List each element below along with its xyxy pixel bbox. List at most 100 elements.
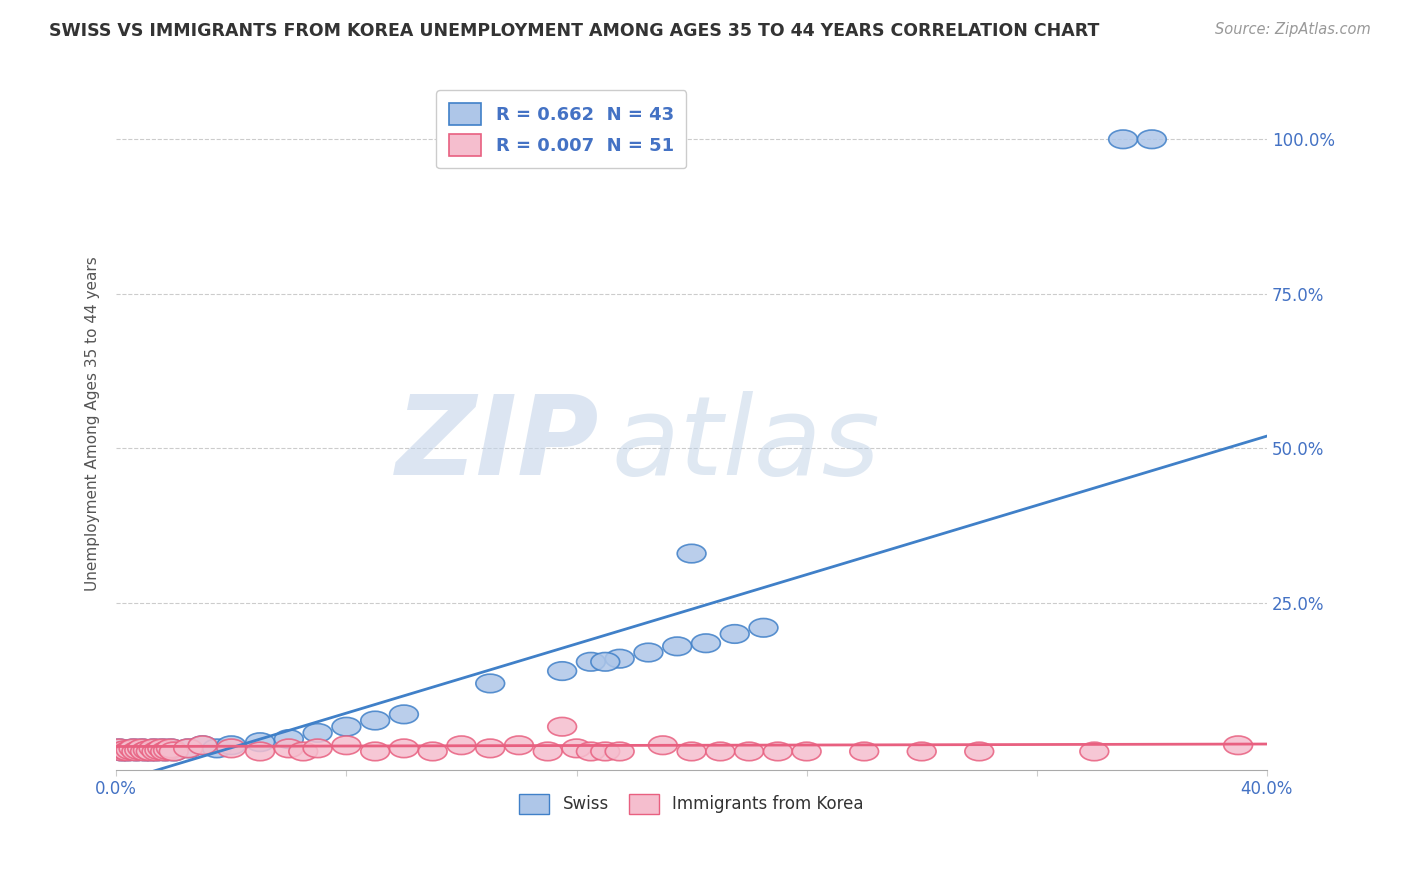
Ellipse shape [304, 723, 332, 742]
Ellipse shape [150, 742, 180, 761]
Ellipse shape [692, 634, 720, 653]
Ellipse shape [156, 739, 186, 757]
Ellipse shape [332, 717, 361, 736]
Ellipse shape [678, 742, 706, 761]
Ellipse shape [662, 637, 692, 656]
Ellipse shape [576, 653, 606, 671]
Ellipse shape [217, 739, 246, 757]
Ellipse shape [274, 730, 304, 748]
Ellipse shape [1223, 736, 1253, 755]
Ellipse shape [142, 742, 172, 761]
Ellipse shape [105, 739, 134, 757]
Ellipse shape [562, 739, 591, 757]
Ellipse shape [606, 742, 634, 761]
Ellipse shape [548, 662, 576, 681]
Ellipse shape [125, 741, 153, 759]
Text: atlas: atlas [612, 391, 880, 498]
Ellipse shape [1080, 742, 1109, 761]
Ellipse shape [128, 739, 156, 757]
Ellipse shape [720, 624, 749, 643]
Ellipse shape [108, 742, 136, 761]
Ellipse shape [361, 742, 389, 761]
Ellipse shape [111, 741, 139, 759]
Ellipse shape [606, 649, 634, 668]
Ellipse shape [419, 742, 447, 761]
Text: ZIP: ZIP [396, 391, 599, 498]
Ellipse shape [1109, 130, 1137, 149]
Ellipse shape [128, 739, 156, 757]
Ellipse shape [136, 742, 165, 761]
Ellipse shape [763, 742, 792, 761]
Ellipse shape [288, 742, 318, 761]
Ellipse shape [1137, 130, 1166, 149]
Ellipse shape [174, 739, 202, 757]
Ellipse shape [591, 653, 620, 671]
Ellipse shape [114, 742, 142, 761]
Ellipse shape [150, 742, 180, 761]
Ellipse shape [148, 739, 177, 757]
Ellipse shape [145, 741, 174, 759]
Ellipse shape [120, 739, 148, 757]
Ellipse shape [217, 736, 246, 755]
Ellipse shape [475, 674, 505, 693]
Ellipse shape [505, 736, 533, 755]
Ellipse shape [131, 742, 159, 761]
Ellipse shape [389, 739, 419, 757]
Ellipse shape [188, 736, 217, 755]
Ellipse shape [139, 739, 169, 757]
Ellipse shape [849, 742, 879, 761]
Ellipse shape [159, 742, 188, 761]
Ellipse shape [117, 741, 145, 759]
Ellipse shape [105, 739, 134, 757]
Ellipse shape [389, 705, 419, 723]
Ellipse shape [134, 741, 162, 759]
Ellipse shape [136, 742, 165, 761]
Ellipse shape [678, 544, 706, 563]
Ellipse shape [153, 741, 183, 759]
Ellipse shape [648, 736, 678, 755]
Ellipse shape [117, 741, 145, 759]
Ellipse shape [735, 742, 763, 761]
Ellipse shape [114, 742, 142, 761]
Ellipse shape [174, 739, 202, 757]
Ellipse shape [246, 742, 274, 761]
Ellipse shape [108, 742, 136, 761]
Ellipse shape [111, 741, 139, 759]
Ellipse shape [202, 739, 232, 757]
Ellipse shape [120, 739, 148, 757]
Ellipse shape [533, 742, 562, 761]
Ellipse shape [332, 736, 361, 755]
Text: Source: ZipAtlas.com: Source: ZipAtlas.com [1215, 22, 1371, 37]
Ellipse shape [159, 742, 188, 761]
Ellipse shape [749, 618, 778, 637]
Y-axis label: Unemployment Among Ages 35 to 44 years: Unemployment Among Ages 35 to 44 years [86, 256, 100, 591]
Ellipse shape [706, 742, 735, 761]
Legend: Swiss, Immigrants from Korea: Swiss, Immigrants from Korea [509, 784, 873, 824]
Ellipse shape [131, 742, 159, 761]
Ellipse shape [447, 736, 475, 755]
Ellipse shape [125, 741, 153, 759]
Ellipse shape [145, 741, 174, 759]
Ellipse shape [361, 711, 389, 730]
Ellipse shape [156, 739, 186, 757]
Text: SWISS VS IMMIGRANTS FROM KOREA UNEMPLOYMENT AMONG AGES 35 TO 44 YEARS CORRELATIO: SWISS VS IMMIGRANTS FROM KOREA UNEMPLOYM… [49, 22, 1099, 40]
Ellipse shape [591, 742, 620, 761]
Ellipse shape [134, 741, 162, 759]
Ellipse shape [122, 742, 150, 761]
Ellipse shape [475, 739, 505, 757]
Ellipse shape [634, 643, 662, 662]
Ellipse shape [148, 739, 177, 757]
Ellipse shape [122, 742, 150, 761]
Ellipse shape [965, 742, 994, 761]
Ellipse shape [153, 741, 183, 759]
Ellipse shape [142, 742, 172, 761]
Ellipse shape [792, 742, 821, 761]
Ellipse shape [188, 736, 217, 755]
Ellipse shape [576, 742, 606, 761]
Ellipse shape [246, 733, 274, 751]
Ellipse shape [304, 739, 332, 757]
Ellipse shape [548, 717, 576, 736]
Ellipse shape [139, 739, 169, 757]
Ellipse shape [274, 739, 304, 757]
Ellipse shape [907, 742, 936, 761]
